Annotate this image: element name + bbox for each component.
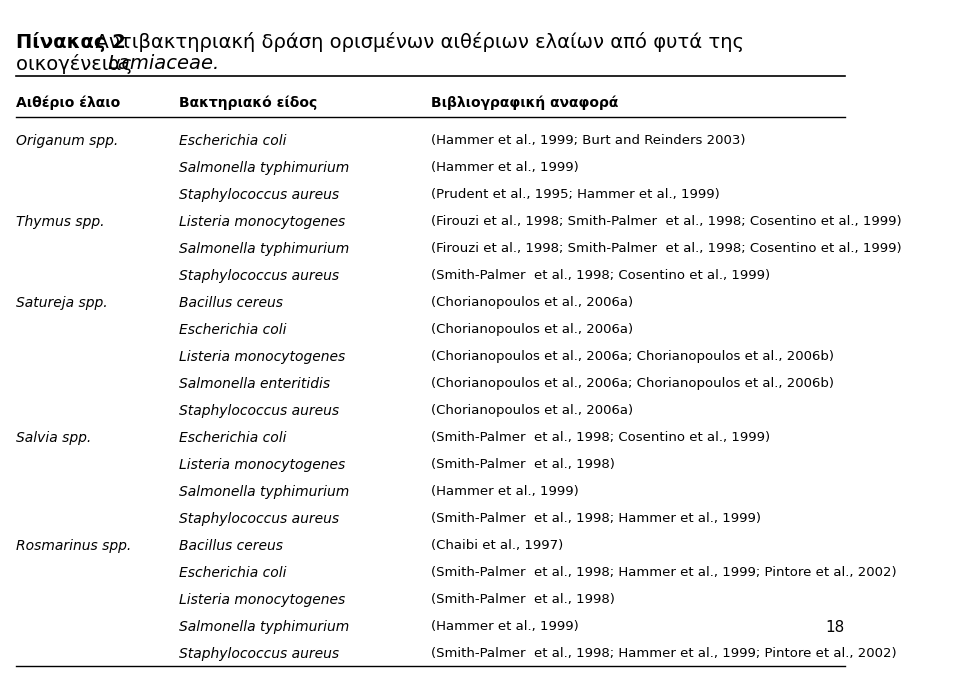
Text: (Smith-Palmer  et al., 1998; Hammer et al., 1999; Pintore et al., 2002): (Smith-Palmer et al., 1998; Hammer et al… (431, 566, 897, 579)
Text: (Hammer et al., 1999): (Hammer et al., 1999) (431, 161, 579, 174)
Text: Bacillus cereus: Bacillus cereus (180, 539, 283, 553)
Text: (Smith-Palmer  et al., 1998): (Smith-Palmer et al., 1998) (431, 593, 614, 606)
Text: (Smith-Palmer  et al., 1998; Cosentino et al., 1999): (Smith-Palmer et al., 1998; Cosentino et… (431, 269, 770, 282)
Text: Listeria monocytogenes: Listeria monocytogenes (180, 458, 346, 472)
Text: Salmonella typhimurium: Salmonella typhimurium (180, 620, 349, 634)
Text: (Chorianopoulos et al., 2006a): (Chorianopoulos et al., 2006a) (431, 323, 633, 336)
Text: (Hammer et al., 1999): (Hammer et al., 1999) (431, 620, 579, 633)
Text: Staphylococcus aureus: Staphylococcus aureus (180, 512, 340, 526)
Text: (Prudent et al., 1995; Hammer et al., 1999): (Prudent et al., 1995; Hammer et al., 19… (431, 188, 719, 201)
Text: (Chaibi et al., 1997): (Chaibi et al., 1997) (431, 539, 563, 552)
Text: Βιβλιογραφική αναφορά: Βιβλιογραφική αναφορά (431, 96, 618, 111)
Text: Staphylococcus aureus: Staphylococcus aureus (180, 188, 340, 202)
Text: (Smith-Palmer  et al., 1998; Hammer et al., 1999; Pintore et al., 2002): (Smith-Palmer et al., 1998; Hammer et al… (431, 647, 897, 660)
Text: 18: 18 (826, 620, 845, 635)
Text: Staphylococcus aureus: Staphylococcus aureus (180, 404, 340, 418)
Text: Lamiaceae.: Lamiaceae. (108, 54, 220, 73)
Text: (Firouzi et al., 1998; Smith-Palmer  et al., 1998; Cosentino et al., 1999): (Firouzi et al., 1998; Smith-Palmer et a… (431, 215, 901, 228)
Text: Πίνακας 2: Πίνακας 2 (16, 32, 126, 52)
Text: Αιθέριο έλαιο: Αιθέριο έλαιο (16, 96, 120, 111)
Text: Staphylococcus aureus: Staphylococcus aureus (180, 269, 340, 283)
Text: (Smith-Palmer  et al., 1998; Hammer et al., 1999): (Smith-Palmer et al., 1998; Hammer et al… (431, 512, 760, 525)
Text: Βακτηριακό είδος: Βακτηριακό είδος (180, 96, 318, 111)
Text: Listeria monocytogenes: Listeria monocytogenes (180, 593, 346, 607)
Text: Salmonella enteritidis: Salmonella enteritidis (180, 377, 330, 391)
Text: Salmonella typhimurium: Salmonella typhimurium (180, 485, 349, 499)
Text: Salmonella typhimurium: Salmonella typhimurium (180, 242, 349, 256)
Text: (Chorianopoulos et al., 2006a; Chorianopoulos et al., 2006b): (Chorianopoulos et al., 2006a; Chorianop… (431, 377, 833, 390)
Text: (Chorianopoulos et al., 2006a; Chorianopoulos et al., 2006b): (Chorianopoulos et al., 2006a; Chorianop… (431, 350, 833, 363)
Text: (Hammer et al., 1999): (Hammer et al., 1999) (431, 485, 579, 498)
Text: Staphylococcus aureus: Staphylococcus aureus (180, 647, 340, 661)
Text: Escherichia coli: Escherichia coli (180, 566, 287, 580)
Text: (Smith-Palmer  et al., 1998): (Smith-Palmer et al., 1998) (431, 458, 614, 471)
Text: Satureja spp.: Satureja spp. (16, 296, 108, 310)
Text: Listeria monocytogenes: Listeria monocytogenes (180, 215, 346, 229)
Text: (Hammer et al., 1999; Burt and Reinders 2003): (Hammer et al., 1999; Burt and Reinders … (431, 134, 745, 147)
Text: . Αντιβακτηριακή δράση ορισμένων αιθέριων ελαίων από φυτά της: . Αντιβακτηριακή δράση ορισμένων αιθέριω… (84, 32, 744, 52)
Text: Escherichia coli: Escherichia coli (180, 431, 287, 445)
Text: Escherichia coli: Escherichia coli (180, 323, 287, 337)
Text: Escherichia coli: Escherichia coli (180, 134, 287, 148)
Text: (Firouzi et al., 1998; Smith-Palmer  et al., 1998; Cosentino et al., 1999): (Firouzi et al., 1998; Smith-Palmer et a… (431, 242, 901, 255)
Text: (Chorianopoulos et al., 2006a): (Chorianopoulos et al., 2006a) (431, 404, 633, 417)
Text: οικογένειας: οικογένειας (16, 54, 139, 74)
Text: Salmonella typhimurium: Salmonella typhimurium (180, 161, 349, 175)
Text: Bacillus cereus: Bacillus cereus (180, 296, 283, 310)
Text: Thymus spp.: Thymus spp. (16, 215, 105, 229)
Text: Listeria monocytogenes: Listeria monocytogenes (180, 350, 346, 364)
Text: (Smith-Palmer  et al., 1998; Cosentino et al., 1999): (Smith-Palmer et al., 1998; Cosentino et… (431, 431, 770, 444)
Text: Origanum spp.: Origanum spp. (16, 134, 118, 148)
Text: Salvia spp.: Salvia spp. (16, 431, 91, 445)
Text: (Chorianopoulos et al., 2006a): (Chorianopoulos et al., 2006a) (431, 296, 633, 309)
Text: Rosmarinus spp.: Rosmarinus spp. (16, 539, 132, 553)
